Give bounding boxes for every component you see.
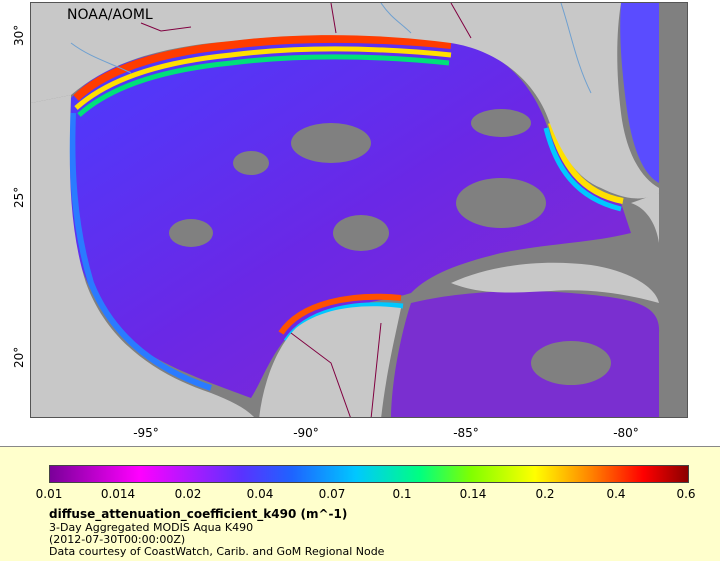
colorbar-label: 0.014 <box>100 487 136 501</box>
colorbar-label: 0.04 <box>246 487 274 501</box>
atlantic-water <box>620 3 659 183</box>
dataset-title: 3-Day Aggregated MODIS Aqua K490 <box>49 521 254 534</box>
colorbar-label: 0.02 <box>174 487 202 501</box>
map-panel[interactable]: NOAA/AOML <box>30 2 688 418</box>
lon-tick-80: -80° <box>613 426 639 440</box>
data-credit: Data courtesy of CoastWatch, Carib. and … <box>49 545 385 558</box>
lat-tick-20: 20° <box>12 346 26 368</box>
caribbean-water <box>391 291 660 417</box>
land-florida-tip <box>631 193 659 243</box>
variable-name: diffuse_attenuation_coefficient_k490 (m^… <box>49 507 348 521</box>
colorbar-label: 0.07 <box>318 487 346 501</box>
legend-panel: 0.01 0.014 0.02 0.04 0.07 0.1 0.14 0.2 0… <box>0 446 720 561</box>
lon-tick-85: -85° <box>453 426 479 440</box>
colorbar-label: 0.2 <box>535 487 555 501</box>
land-mexico <box>31 95 254 417</box>
land-yucatan <box>259 306 401 417</box>
map-credit: NOAA/AOML <box>67 7 153 23</box>
colorbar-label: 0.1 <box>392 487 412 501</box>
colorbar <box>49 465 689 483</box>
dataset-time: (2012-07-30T00:00:00Z) <box>49 533 186 546</box>
land-us <box>31 3 659 199</box>
colorbar-label: 0.4 <box>606 487 626 501</box>
map-canvas <box>31 3 660 417</box>
lon-tick-90: -90° <box>293 426 319 440</box>
colorbar-label: 0.01 <box>35 487 63 501</box>
colorbar-label: 0.14 <box>459 487 487 501</box>
lat-tick-25: 25° <box>12 186 26 208</box>
land-cuba <box>451 262 659 303</box>
coastal-band-north <box>73 34 452 101</box>
lon-tick-95: -95° <box>133 426 159 440</box>
lat-tick-30: 30° <box>12 24 26 46</box>
colorbar-label: 0.6 <box>676 487 696 501</box>
